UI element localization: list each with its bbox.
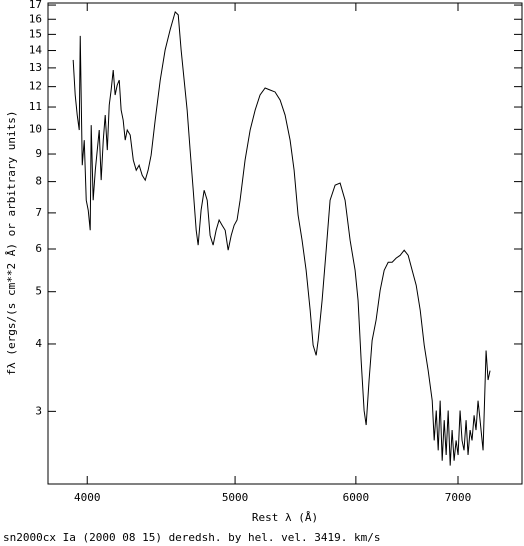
- y-axis-label: fλ (ergs/(s cm**2 Å) or arbitrary units): [5, 111, 18, 376]
- caption: sn2000cx Ia (2000 08 15) deredsh. by hel…: [3, 531, 381, 544]
- x-axis-label: Rest λ (Å): [252, 511, 318, 524]
- y-tick-label: 16: [29, 12, 42, 25]
- x-tick-label: 7000: [445, 491, 472, 504]
- x-tick-label: 5000: [222, 491, 249, 504]
- y-tick-label: 10: [29, 122, 42, 135]
- spectrum-line: [72, 10, 491, 466]
- y-tick-label: 5: [35, 285, 42, 298]
- y-tick-label: 11: [29, 100, 42, 113]
- y-tick-label: 9: [35, 147, 42, 160]
- y-tick-label: 17: [29, 0, 42, 11]
- y-tick-label: 4: [35, 337, 42, 350]
- y-tick-label: 6: [35, 242, 42, 255]
- plot-frame: [47, 2, 523, 485]
- x-tick-label: 4000: [74, 491, 101, 504]
- y-tick-label: 12: [29, 80, 42, 93]
- y-tick-label: 3: [35, 404, 42, 417]
- y-tick-label: 14: [29, 44, 43, 57]
- y-tick-label: 15: [29, 27, 42, 40]
- y-tick-label: 8: [35, 175, 42, 188]
- y-tick-label: 13: [29, 61, 42, 74]
- y-tick-label: 7: [35, 206, 42, 219]
- x-tick-label: 6000: [343, 491, 370, 504]
